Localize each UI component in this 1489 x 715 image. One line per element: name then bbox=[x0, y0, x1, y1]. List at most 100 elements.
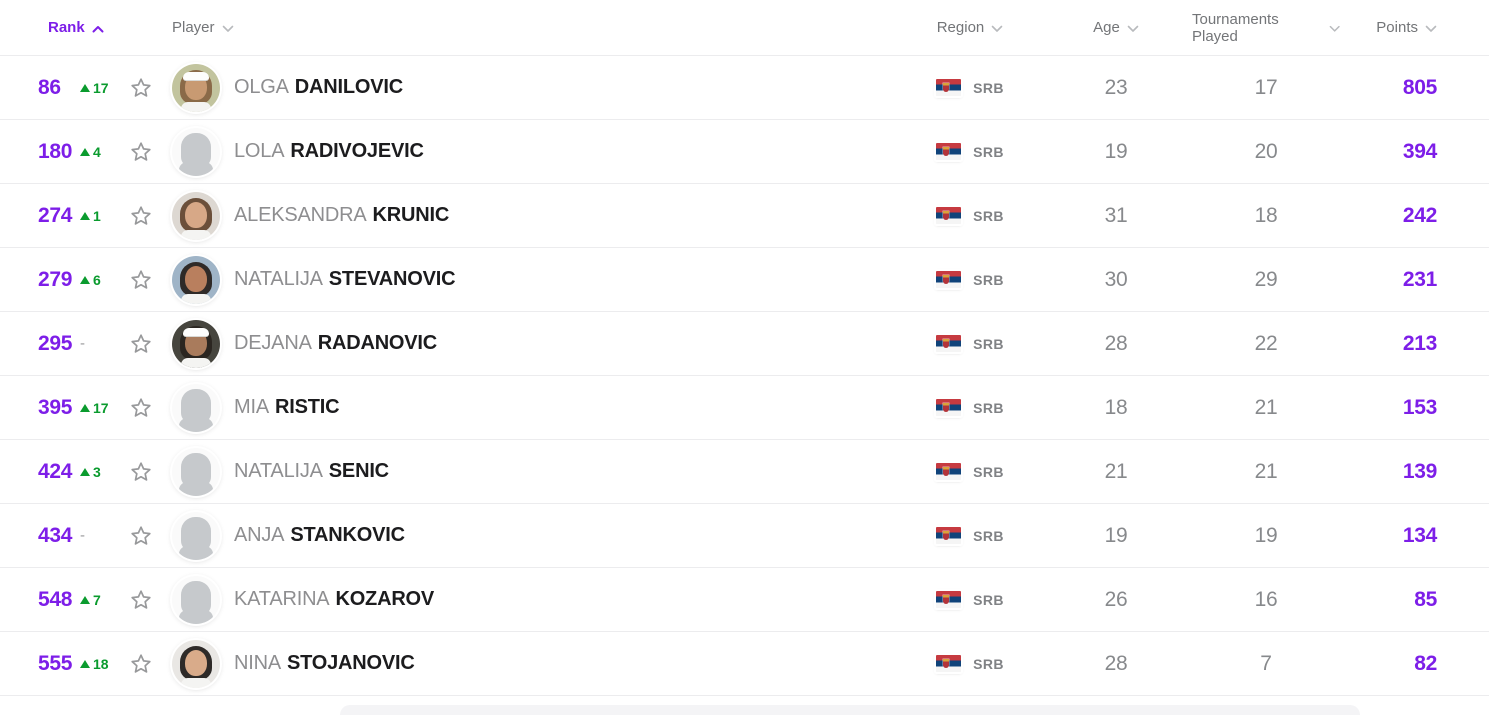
rank-change-value: 3 bbox=[93, 463, 101, 480]
rank-change-value: - bbox=[80, 335, 85, 352]
region-code: SRB bbox=[973, 143, 1004, 160]
triangle-up-icon bbox=[80, 147, 90, 156]
table-row[interactable]: 86 17 OLGA DANILOVIC SRB 23 17 805 bbox=[0, 56, 1489, 120]
region-header-label: Region bbox=[936, 19, 985, 36]
favorite-star-button[interactable] bbox=[126, 265, 156, 295]
region-cell: SRB bbox=[900, 527, 1040, 544]
table-row[interactable]: 434 - ANJA STANKOVIC SRB 19 19 134 bbox=[0, 504, 1489, 568]
rank-change: 18 bbox=[80, 656, 126, 672]
favorite-star-button[interactable] bbox=[126, 73, 156, 103]
star-outline-icon bbox=[131, 77, 151, 97]
star-outline-icon bbox=[131, 397, 151, 417]
rank-change-value: 18 bbox=[93, 655, 109, 672]
next-section-edge bbox=[340, 705, 1360, 715]
player-avatar bbox=[172, 255, 220, 304]
triangle-up-icon bbox=[80, 467, 90, 476]
chevron-down-icon bbox=[991, 25, 1003, 32]
region-code: SRB bbox=[973, 591, 1004, 608]
favorite-star-button[interactable] bbox=[126, 137, 156, 167]
table-header: Rank Player Region Age Tournaments Playe… bbox=[0, 0, 1489, 56]
region-code: SRB bbox=[973, 463, 1004, 480]
favorite-star-button[interactable] bbox=[126, 457, 156, 487]
rank-value: 180 bbox=[38, 139, 73, 163]
player-avatar bbox=[172, 63, 220, 112]
favorite-star-button[interactable] bbox=[126, 393, 156, 423]
rank-change-value: 4 bbox=[93, 143, 101, 160]
favorite-star-button[interactable] bbox=[126, 585, 156, 615]
rank-value: 548 bbox=[38, 587, 73, 611]
column-header-points[interactable]: Points bbox=[1340, 19, 1437, 36]
player-avatar bbox=[172, 575, 220, 624]
player-avatar bbox=[172, 127, 220, 176]
player-avatar bbox=[172, 447, 220, 496]
player-avatar bbox=[172, 319, 220, 368]
player-last-name: STANKOVIC bbox=[290, 524, 405, 546]
table-row[interactable]: 424 3 NATALIJA SENIC SRB 21 21 139 bbox=[0, 440, 1489, 504]
rank-change-value: 17 bbox=[93, 399, 109, 416]
points-value: 82 bbox=[1414, 651, 1437, 675]
player-first-name: DEJANA bbox=[234, 332, 312, 354]
rank-change-value: 1 bbox=[93, 207, 101, 224]
region-code: SRB bbox=[973, 271, 1004, 288]
table-row[interactable]: 279 6 NATALIJA STEVANOVIC SRB 30 29 231 bbox=[0, 248, 1489, 312]
chevron-down-icon bbox=[1127, 25, 1139, 32]
chevron-down-icon bbox=[222, 25, 233, 32]
column-header-region[interactable]: Region bbox=[900, 19, 1040, 36]
serbia-flag-icon bbox=[936, 399, 962, 416]
age-value: 21 bbox=[1104, 459, 1128, 483]
favorite-star-button[interactable] bbox=[126, 649, 156, 679]
rank-change: 1 bbox=[80, 208, 126, 224]
table-row[interactable]: 555 18 NINA STOJANOVIC SRB 28 7 82 bbox=[0, 632, 1489, 696]
rank-value: 555 bbox=[38, 651, 73, 675]
triangle-up-icon bbox=[80, 595, 90, 604]
table-row[interactable]: 180 4 LOLA RADIVOJEVIC SRB 19 20 394 bbox=[0, 120, 1489, 184]
region-cell: SRB bbox=[900, 591, 1040, 608]
player-first-name: NATALIJA bbox=[234, 460, 323, 482]
rank-change-value: 7 bbox=[93, 591, 101, 608]
serbia-flag-icon bbox=[936, 143, 962, 160]
rank-change: 7 bbox=[80, 592, 126, 608]
age-value: 30 bbox=[1104, 267, 1128, 291]
table-row[interactable]: 295 - DEJANA RADANOVIC SRB 28 22 213 bbox=[0, 312, 1489, 376]
rank-value: 86 bbox=[38, 75, 61, 99]
serbia-flag-icon bbox=[936, 207, 962, 224]
rank-change: - bbox=[80, 335, 126, 352]
chevron-down-icon bbox=[1425, 25, 1437, 32]
favorite-star-button[interactable] bbox=[126, 201, 156, 231]
player-name: NATALIJA STEVANOVIC bbox=[234, 268, 900, 291]
player-name: OLGA DANILOVIC bbox=[234, 76, 900, 99]
player-last-name: RADIVOJEVIC bbox=[290, 140, 424, 162]
table-row[interactable]: 395 17 MIA RISTIC SRB 18 21 153 bbox=[0, 376, 1489, 440]
player-avatar bbox=[172, 383, 220, 432]
region-cell: SRB bbox=[900, 399, 1040, 416]
star-outline-icon bbox=[131, 653, 151, 673]
triangle-up-icon bbox=[80, 403, 90, 412]
player-name: MIA RISTIC bbox=[234, 396, 900, 419]
triangle-up-icon bbox=[80, 211, 90, 220]
tournaments-value: 22 bbox=[1254, 331, 1278, 355]
favorite-star-button[interactable] bbox=[126, 521, 156, 551]
player-name: ALEKSANDRA KRUNIC bbox=[234, 204, 900, 227]
column-header-age[interactable]: Age bbox=[1040, 19, 1192, 36]
tournaments-value: 29 bbox=[1254, 267, 1278, 291]
column-header-tournaments[interactable]: Tournaments Played bbox=[1192, 11, 1340, 45]
player-name: LOLA RADIVOJEVIC bbox=[234, 140, 900, 163]
rank-value: 274 bbox=[38, 203, 73, 227]
age-value: 28 bbox=[1104, 651, 1128, 675]
points-header-label: Points bbox=[1376, 19, 1418, 36]
age-value: 28 bbox=[1104, 331, 1128, 355]
player-name: DEJANA RADANOVIC bbox=[234, 332, 900, 355]
favorite-star-button[interactable] bbox=[126, 329, 156, 359]
table-row[interactable]: 274 1 ALEKSANDRA KRUNIC SRB 31 18 242 bbox=[0, 184, 1489, 248]
table-row[interactable]: 548 7 KATARINA KOZAROV SRB 26 16 85 bbox=[0, 568, 1489, 632]
column-header-player[interactable]: Player bbox=[172, 19, 900, 36]
serbia-flag-icon bbox=[936, 527, 962, 544]
star-outline-icon bbox=[131, 141, 151, 161]
player-header-label: Player bbox=[172, 19, 215, 36]
column-header-rank[interactable]: Rank bbox=[38, 19, 172, 36]
star-outline-icon bbox=[131, 269, 151, 289]
region-cell: SRB bbox=[900, 463, 1040, 480]
region-cell: SRB bbox=[900, 207, 1040, 224]
tournaments-value: 21 bbox=[1254, 395, 1278, 419]
